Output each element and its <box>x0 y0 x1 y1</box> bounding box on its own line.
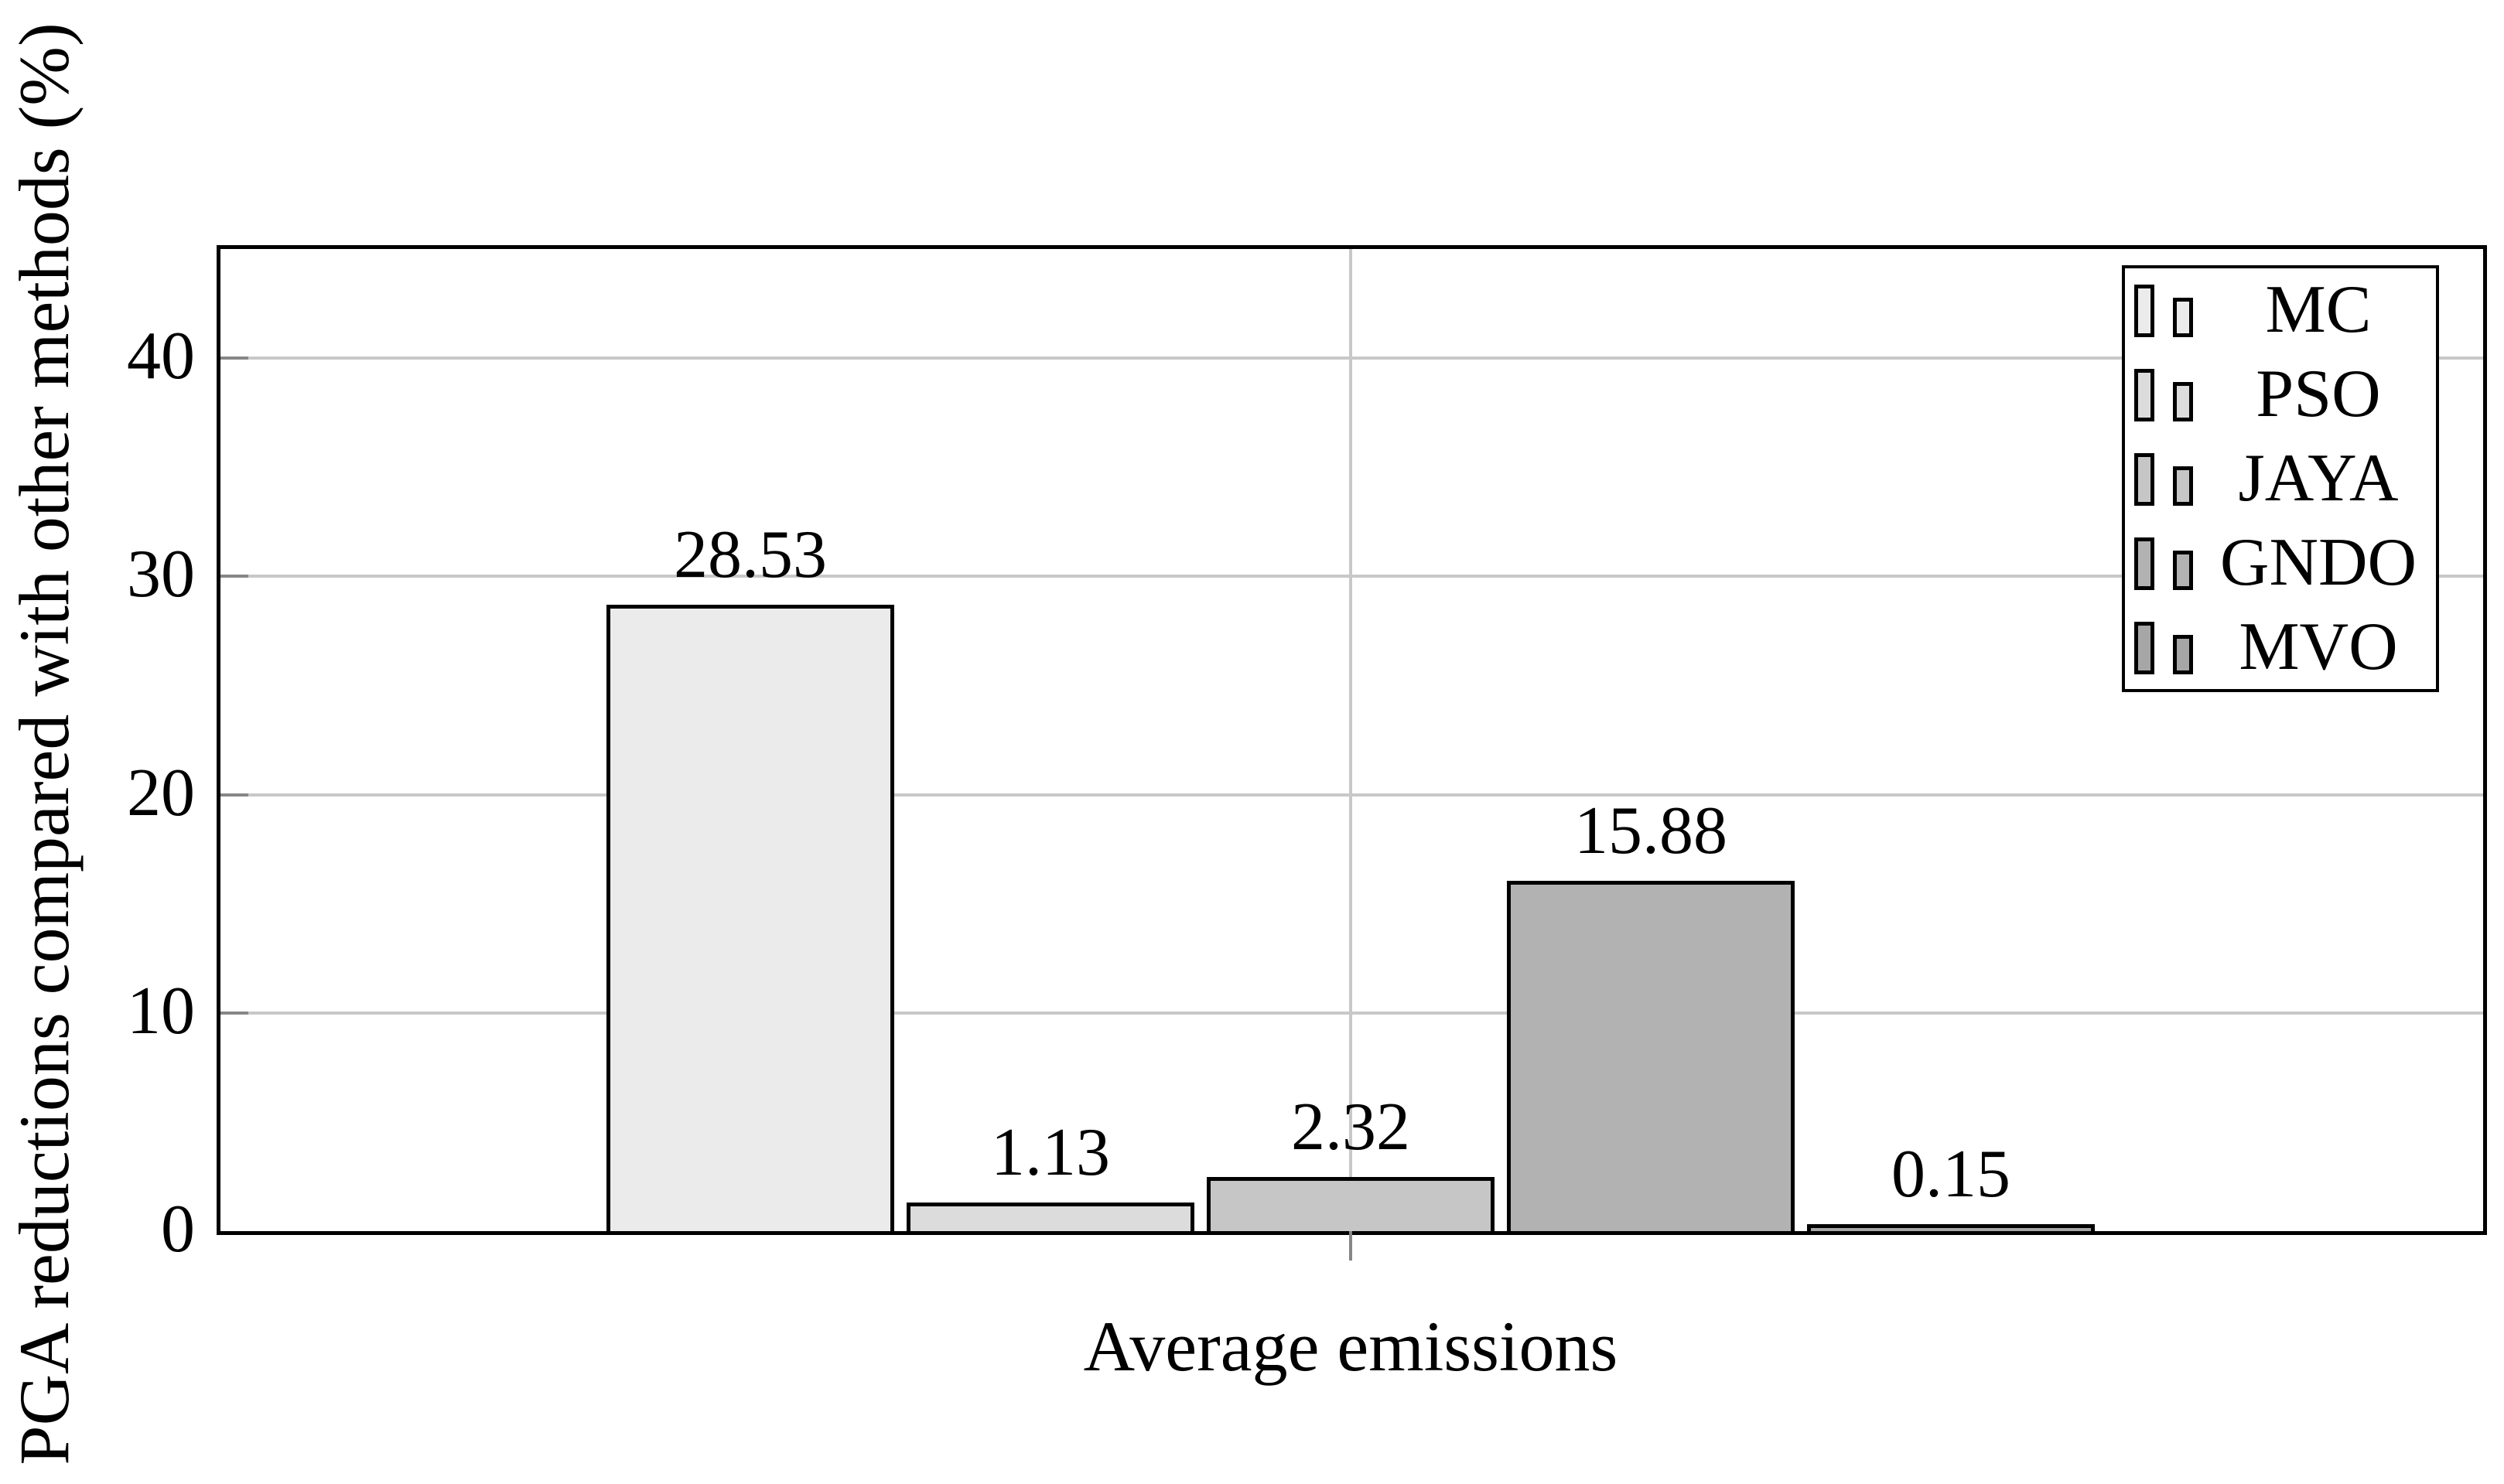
legend-bar-swatch-icon <box>2134 620 2201 674</box>
legend-minibar-tall <box>2134 452 2154 506</box>
legend-label: PSO <box>2256 357 2381 432</box>
bar-jaya <box>1207 1177 1495 1231</box>
legend-row-pso: PSO <box>2125 353 2436 436</box>
legend-bar-swatch-icon <box>2134 283 2201 338</box>
y-tick <box>220 793 248 797</box>
legend-minibar-short <box>2173 466 2193 506</box>
bar-gndo <box>1507 881 1795 1231</box>
legend-row-jaya: JAYA <box>2125 437 2436 520</box>
legend-label: MVO <box>2239 609 2398 684</box>
y-tick <box>220 1012 248 1015</box>
y-tick-label: 0 <box>161 1192 195 1267</box>
legend-minibar-short <box>2173 550 2193 590</box>
legend-minibar-tall <box>2134 537 2154 590</box>
legend-minibar-tall <box>2134 369 2154 422</box>
legend-row-mc: MC <box>2125 268 2436 352</box>
bar-value-label: 0.15 <box>1891 1137 2010 1212</box>
legend-row-mvo: MVO <box>2125 606 2436 689</box>
y-tick-label: 10 <box>127 974 195 1049</box>
x-axis-label: Average emissions <box>1083 1307 1618 1386</box>
legend-bar-swatch-icon <box>2134 367 2201 422</box>
bar-mvo <box>1807 1224 2095 1231</box>
legend-minibar-short <box>2173 382 2193 422</box>
bar-value-label: 15.88 <box>1574 793 1727 868</box>
legend-bar-swatch-icon <box>2134 536 2201 590</box>
y-tick-label: 30 <box>127 537 195 612</box>
bar-value-label: 2.32 <box>1291 1090 1410 1165</box>
legend-minibar-tall <box>2134 285 2154 338</box>
legend-minibar-short <box>2173 634 2193 674</box>
plot-area: 28.53 1.13 2.32 15.88 0.15 <box>217 245 2487 1235</box>
bar-value-label: 1.13 <box>991 1115 1110 1190</box>
x-axis-tick <box>1349 1231 1352 1261</box>
legend-minibar-tall <box>2134 621 2154 674</box>
y-tick-label: 20 <box>127 756 195 831</box>
y-tick <box>220 575 248 578</box>
legend-label: MC <box>2265 272 2372 348</box>
y-tick <box>220 357 248 360</box>
legend-bar-swatch-icon <box>2134 452 2201 506</box>
legend-row-gndo: GNDO <box>2125 521 2436 605</box>
y-tick-label: 40 <box>127 319 195 394</box>
x-gridline <box>1349 249 1352 1231</box>
bar-mc <box>606 605 894 1231</box>
bar-pso <box>907 1203 1194 1231</box>
bar-value-label: 28.53 <box>674 517 827 592</box>
legend-minibar-short <box>2173 298 2193 338</box>
legend-label: GNDO <box>2219 524 2417 600</box>
legend-box: MC PSO JAYA GNDO MVO <box>2122 265 2439 692</box>
legend-label: JAYA <box>2238 440 2399 516</box>
